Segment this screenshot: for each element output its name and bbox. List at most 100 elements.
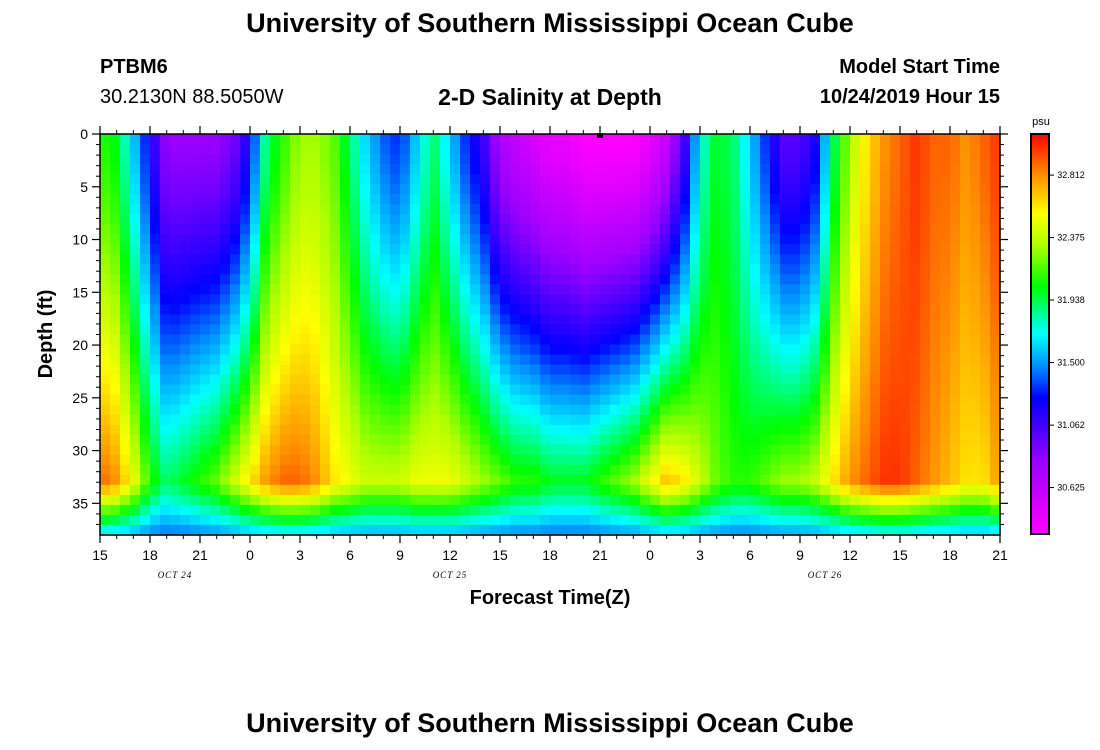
heatmap-cell [320, 324, 331, 336]
heatmap-cell [520, 144, 531, 155]
heatmap-cell [980, 174, 991, 185]
heatmap-cell [410, 444, 421, 456]
heatmap-cell [280, 174, 291, 185]
heatmap-cell [680, 194, 691, 205]
heatmap-cell [570, 284, 581, 296]
heatmap-cell [380, 454, 391, 466]
heatmap-cell [160, 294, 171, 306]
heatmap-cell [850, 334, 861, 346]
heatmap-cell [700, 384, 711, 396]
heatmap-cell [880, 384, 891, 396]
heatmap-cell [710, 154, 721, 165]
heatmap-cell [810, 134, 821, 145]
heatmap-cell [820, 464, 831, 476]
heatmap-cell [430, 364, 441, 376]
heatmap-cell [620, 384, 631, 396]
heatmap-cell [250, 504, 261, 516]
heatmap-cell [870, 294, 881, 306]
heatmap-cell [510, 344, 521, 356]
heatmap-cell [790, 424, 801, 436]
heatmap-cell [210, 254, 221, 265]
heatmap-cell [950, 494, 961, 506]
heatmap-cell [990, 174, 1001, 185]
heatmap-cell [690, 414, 701, 426]
heatmap-cell [330, 324, 341, 336]
heatmap-cell [240, 324, 251, 336]
heatmap-cell [440, 224, 451, 235]
heatmap-cell [140, 394, 151, 406]
heatmap-cell [270, 384, 281, 396]
heatmap-cell [900, 134, 911, 145]
heatmap-cell [980, 504, 991, 516]
heatmap-cell [720, 394, 731, 406]
heatmap-cell [670, 224, 681, 235]
heatmap-cell [830, 224, 841, 235]
heatmap-cell [560, 314, 571, 326]
heatmap-cell [470, 244, 481, 255]
heatmap-cell [240, 194, 251, 205]
heatmap-cell [920, 254, 931, 265]
heatmap-cell [160, 264, 171, 275]
heatmap-cell [900, 384, 911, 396]
heatmap-cell [200, 294, 211, 306]
heatmap-cell [180, 134, 191, 145]
heatmap-cell [600, 294, 611, 306]
heatmap-cell [700, 374, 711, 386]
heatmap-cell [320, 144, 331, 155]
heatmap-cell [260, 434, 271, 446]
heatmap-cell [860, 304, 871, 316]
heatmap-cell [380, 244, 391, 255]
heatmap-cell [280, 324, 291, 336]
heatmap-cell [390, 254, 401, 265]
heatmap-cell [970, 234, 981, 245]
heatmap-cell [600, 404, 611, 416]
heatmap-cell [110, 174, 121, 185]
heatmap-cell [660, 514, 671, 526]
heatmap-cell [190, 234, 201, 245]
heatmap-cell [510, 234, 521, 245]
heatmap-cell [910, 164, 921, 175]
heatmap-cell [140, 294, 151, 306]
heatmap-cell [310, 144, 321, 155]
heatmap-cell [950, 444, 961, 456]
heatmap-cell [170, 404, 181, 416]
heatmap-cell [240, 384, 251, 396]
heatmap-cell [330, 304, 341, 316]
heatmap-cell [360, 464, 371, 476]
heatmap-cell [380, 344, 391, 356]
heatmap-cell [670, 294, 681, 306]
heatmap-cell [100, 524, 111, 536]
heatmap-cell [240, 354, 251, 366]
heatmap-cell [450, 314, 461, 326]
heatmap-cell [470, 354, 481, 366]
heatmap-cell [310, 174, 321, 185]
heatmap-cell [960, 224, 971, 235]
heatmap-cell [720, 524, 731, 536]
heatmap-cell [780, 174, 791, 185]
heatmap-cell [750, 374, 761, 386]
heatmap-cell [970, 474, 981, 486]
heatmap-cell [430, 424, 441, 436]
heatmap-cell [640, 514, 651, 526]
heatmap-cell [430, 214, 441, 225]
heatmap-cell [790, 524, 801, 536]
heatmap-cell [700, 314, 711, 326]
heatmap-cell [330, 424, 341, 436]
heatmap-cell [390, 274, 401, 285]
heatmap-cell [870, 444, 881, 456]
heatmap-cell [980, 524, 991, 536]
heatmap-cell [850, 304, 861, 316]
heatmap-cell [360, 234, 371, 245]
heatmap-cell [520, 344, 531, 356]
heatmap-cell [180, 514, 191, 526]
heatmap-cell [420, 514, 431, 526]
heatmap-cell [400, 344, 411, 356]
heatmap-cell [500, 214, 511, 225]
heatmap-cell [880, 184, 891, 195]
heatmap-cell [280, 354, 291, 366]
heatmap-cell [160, 174, 171, 185]
heatmap-cell [680, 474, 691, 486]
heatmap-cell [110, 264, 121, 275]
heatmap-cell [610, 514, 621, 526]
heatmap-cell [360, 324, 371, 336]
